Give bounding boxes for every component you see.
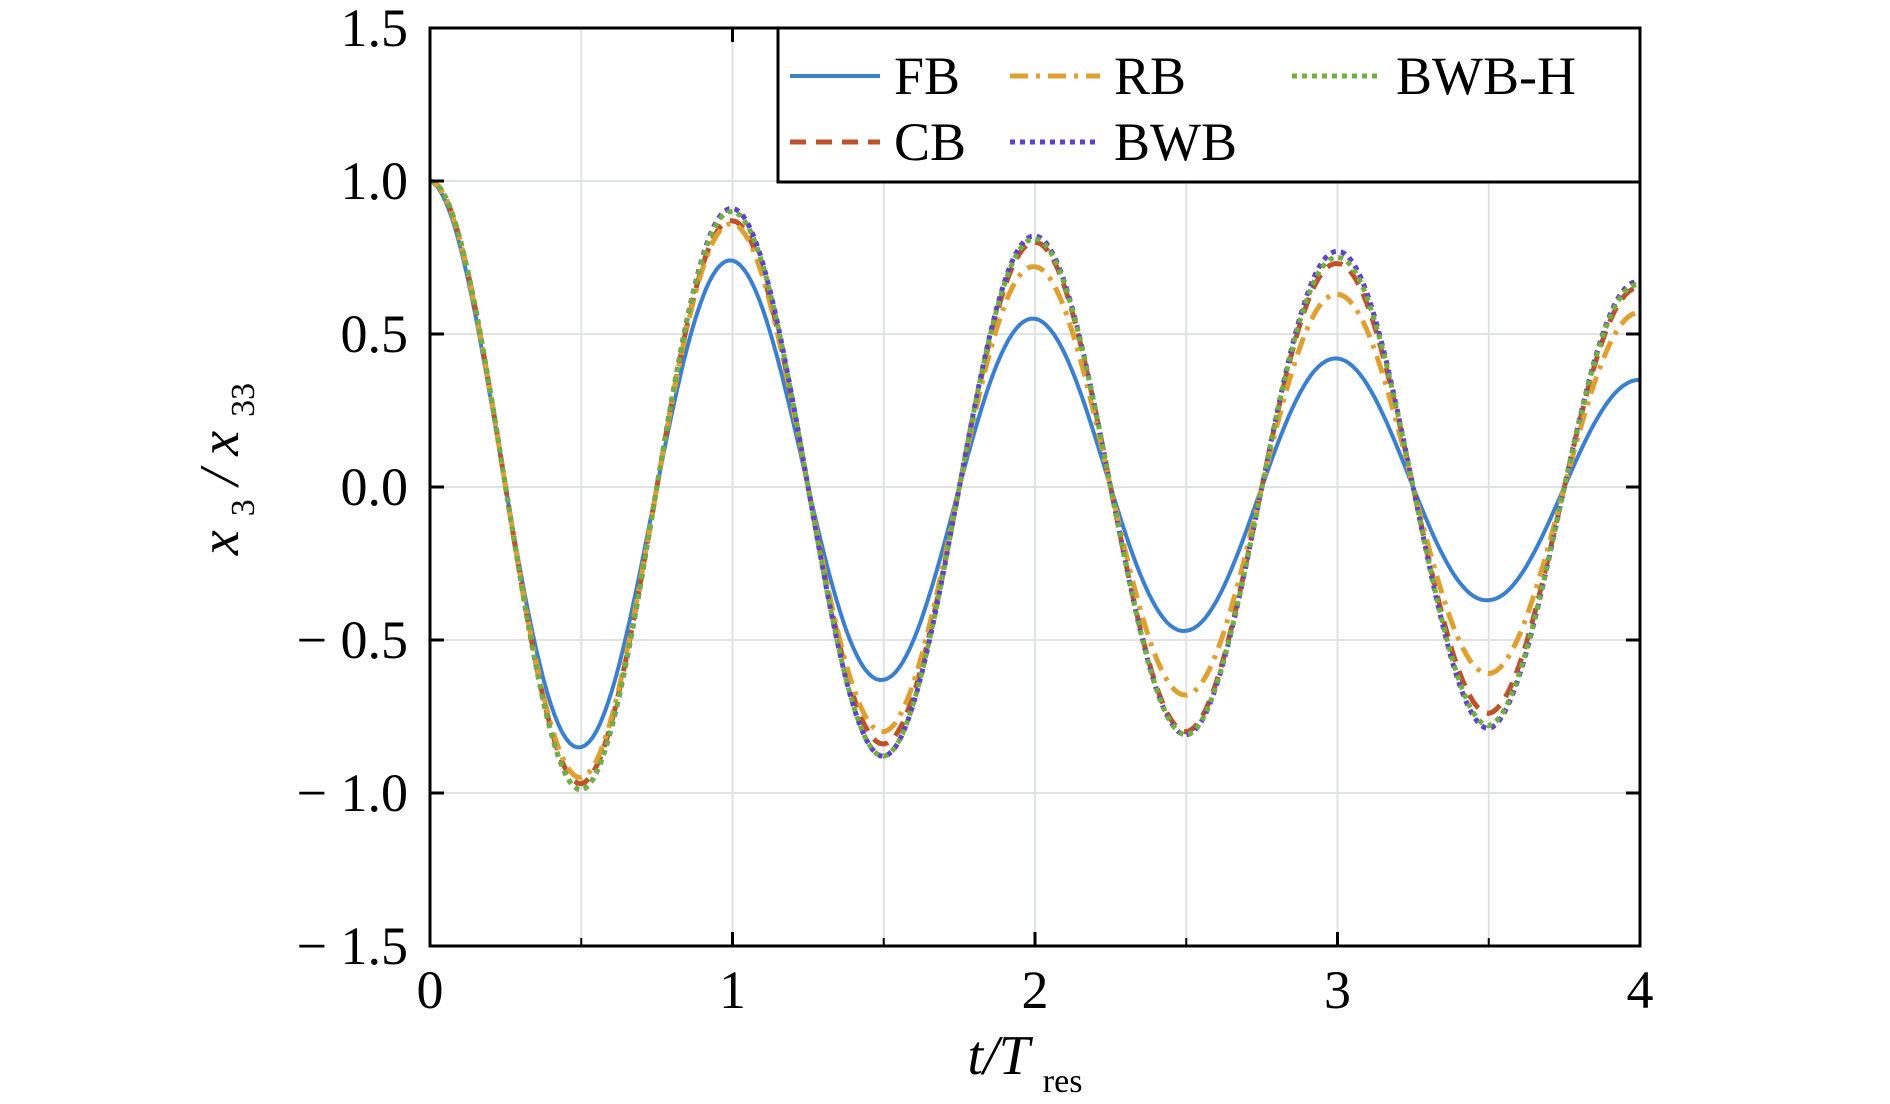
x-tick-label: 3 <box>1324 960 1351 1020</box>
x-axis-label-sub: res <box>1043 1063 1083 1100</box>
y-tick-label: − 0.5 <box>297 610 408 670</box>
y-tick-label: 1.0 <box>341 151 409 211</box>
y-axis-label-sub1: 3 <box>225 499 262 516</box>
y-tick-label: 0.5 <box>341 304 409 364</box>
x-tick-label: 2 <box>1022 960 1049 1020</box>
y-tick-label: 0.0 <box>341 457 409 517</box>
y-axis-label-slash: / <box>189 465 251 488</box>
legend-label-cb: CB <box>894 112 966 172</box>
x-tick-label: 4 <box>1627 960 1654 1020</box>
y-tick-label: − 1.5 <box>297 916 408 976</box>
series-line-fb <box>429 179 1641 750</box>
ticks: 0 1 2 3 4 1.5 1.0 0.5 0.0 − 0.5 − 1.0 − 1.5 <box>297 0 1654 1020</box>
y-tick-label: − 1.0 <box>297 763 408 823</box>
y-tick-label: 1.5 <box>341 0 409 58</box>
x-tick-label: 0 <box>417 960 444 1020</box>
x-axis-label: t/T res <box>968 1025 1083 1100</box>
legend-label-fb: FB <box>894 46 960 106</box>
legend-label-bwb-h: BWB-H <box>1396 46 1576 106</box>
x-axis-label-main: t/T <box>968 1025 1034 1087</box>
y-axis-label-x2: x <box>189 431 251 457</box>
legend-label-bwb: BWB <box>1114 112 1237 172</box>
legend-box <box>776 26 1642 184</box>
series-line-bwb-h <box>429 178 1641 793</box>
y-axis-label-x1: x <box>189 530 251 556</box>
series-lines <box>429 178 1641 793</box>
y-axis-label-sub2: 33 <box>225 383 262 417</box>
x-tick-label: 1 <box>719 960 746 1020</box>
y-axis-label: x 3 / x 33 <box>189 383 267 556</box>
legend-label-rb: RB <box>1114 46 1186 106</box>
